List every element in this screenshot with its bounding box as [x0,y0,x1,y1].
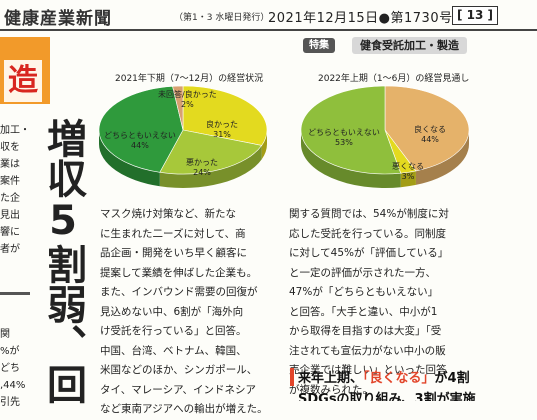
chart-1-label-neutral-pct: 44% [131,141,149,150]
chart-2-label-good-pct: 44% [421,135,439,144]
section-label: 健食受託加工・製造 [352,37,467,54]
banner-char: 造 [4,60,42,102]
article-line: 注されても宣伝力がない中小の販 [289,344,446,357]
chart-1-title: 2021年下期（7～12月）の経営状況 [115,74,264,84]
left-column-line: 関 [0,329,10,340]
article-line: 見込めない中、6割が「海外向 [100,305,244,318]
subheadline: 来年上期、「良くなる」が4割 SDGsの取り組み、3割が実施 [298,367,537,401]
section-tag: 特集 [303,38,335,53]
masthead: 健康産業新聞 （第1・3 水曜日発行） 2021年12月15日●第1730号 [… [0,0,537,31]
pie-side-wall [415,130,469,185]
chart-1-label-good-pct: 31% [213,130,231,139]
pie-slice [182,85,268,146]
article-line: 米国などのほか、シンガポール、 [100,364,258,376]
article-line: け受託を行っている」と回答。 [100,325,247,337]
chart-1-label-top-pct: 2% [181,100,194,109]
page-number: [ 13 ] [452,6,498,25]
article-line: など東南アジアへの輸出が増えた。 [100,403,268,415]
article-line: に生まれた二ーズに対して、商 [100,227,246,240]
pie-side-wall [400,170,416,188]
left-column-text: 加工・収を業は案件た企見出響に者が 関 %がどち ,44% 引先 [0,122,30,411]
article-line: と一定の評価が示された一方、 [289,266,436,279]
chart-2-label-neutral-pct: 53% [335,138,353,147]
subhead-bar [290,368,294,386]
left-column-line: 加工・ [0,125,30,136]
article-column-2: 関する質問では、54%が制度に対 応した受託を行っている。同制度 に対して45%が「… [289,205,489,400]
article-line: 品企画・開発をいち早く顧客に [100,247,247,259]
chart-1-label-top-text: 未回答/良かった [158,90,217,99]
chart-2-label-neutral: どちらともいえない 53% [308,128,380,148]
article-line: 応した受託を行っている。同制度 [289,227,446,240]
article-line: タイ、マレーシア、インドネシア [100,383,257,396]
chart-2-label-neutral-text: どちらともいえない [308,128,380,137]
left-column-line: %が [0,346,20,357]
left-column-line: た企 [0,193,20,204]
chart-1-label-bad: 悪かった 24% [186,158,218,178]
chart-1-label-good-text: 良かった [206,120,238,129]
article-line: 中国、台湾、ベトナム、韓国、 [100,344,247,357]
chart-2-label-bad-pct: 3% [401,172,415,181]
chart-2-label-good: 良くなる 44% [414,125,446,145]
pie-slice [172,85,184,131]
left-column-line [0,275,30,292]
pie-slice [159,129,263,175]
article-line: に対して45%が「評価している」 [289,247,449,259]
chart-1-label-bad-pct: 24% [193,168,211,177]
article-line: マスク焼け対策など、新たな [100,208,236,220]
left-column-line: 案件 [0,176,20,187]
article-line: と回答。「大手と違い、中小が1 [289,305,438,318]
chart-1-pie [98,85,268,188]
left-column-line: 引先 [0,397,20,408]
left-column-line: 収を [0,142,20,153]
left-column-line: ,44% [0,380,26,391]
chart-2-pie [300,85,470,188]
left-column-line: 者が [0,244,20,255]
pie-side-wall [261,130,267,160]
chart-2-label-bad: 悪くなる 3% [392,162,424,182]
left-column-line [0,258,30,275]
chart-1-label-neutral-text: どちらともいえない [104,131,176,140]
chart-2-label-good-text: 良くなる [414,125,446,134]
article-line: 関する質問では、54%が制度に対 [289,208,449,220]
newspaper-title: 健康産業新聞 [4,9,112,29]
pie-slice [384,85,470,172]
subhead-line-2: SDGsの取り組み、3割が実施 [298,392,476,401]
article-column-1: マスク焼け対策など、新たな に生まれた二ーズに対して、商 品企画・開発をいち早く顧客… [100,205,278,420]
chart-2-label-bad-text: 悪くなる [392,162,424,171]
pie-slice [98,86,184,173]
article-line: 提案して業績を伸ばした企業も。 [100,266,258,279]
vertical-headline: 増収5割弱、回 [40,118,86,404]
header-rule [0,29,537,31]
chart-1-label-top: 未回答/良かった 2% [158,90,217,110]
article-line: から取得を目指すのは大変」「受 [289,325,442,337]
left-column-line: 見出 [0,210,20,221]
issue-note: （第1・3 水曜日発行） [174,13,270,23]
subhead-line-1: 来年上期、「良くなる」が4割 [298,371,470,386]
chart-2-title: 2022年上期（1～6月）の経営見通し [318,74,470,84]
chart-1-label-good: 良かった 31% [206,120,238,140]
left-column-line [0,309,30,326]
pie-side-wall [301,130,401,188]
article-line: 売企業では難しい」といった回答 [289,364,447,376]
pie-side-wall [99,130,160,187]
issue-date: 2021年12月15日●第1730号 [268,11,453,26]
chart-1-label-neutral: どちらともいえない 44% [104,131,176,151]
article-line: が複数みられた。 [289,383,373,396]
article-line: また、インバウンド需要の回復が [100,286,258,298]
left-column-line: どち [0,363,20,374]
left-column-rule [0,292,30,295]
left-column-line: 業は [0,159,20,170]
left-column-line: 響に [0,227,20,238]
chart-1-label-bad-text: 悪かった [186,158,218,167]
pie-slice [300,85,402,175]
pie-side-wall [159,145,262,188]
article-line: 47%が「どちらともいえない」 [289,286,439,298]
